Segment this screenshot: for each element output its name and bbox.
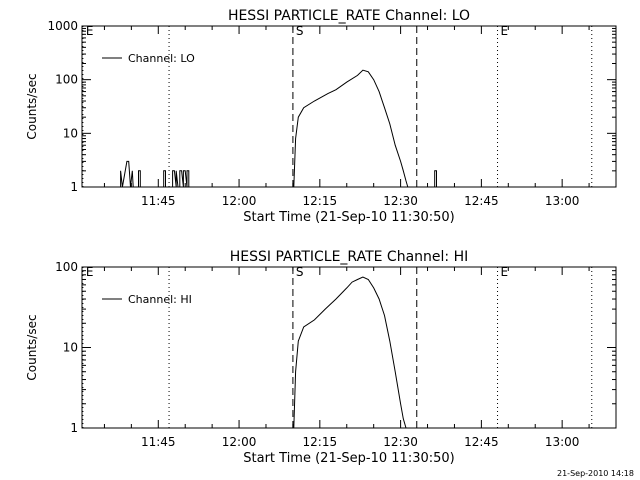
y-axis-label: Counts/sec <box>25 73 39 139</box>
event-marker-label: E <box>86 24 94 38</box>
x-tick-label: 13:00 <box>545 435 580 449</box>
y-tick-label: 100 <box>55 73 78 87</box>
y-tick-label: 10 <box>63 341 78 355</box>
y-tick-label: 10 <box>63 126 78 140</box>
legend-label: Channel: LO <box>128 52 195 65</box>
x-tick-label: 12:15 <box>303 194 338 208</box>
event-marker-label: E <box>501 265 509 279</box>
event-marker-label: E <box>501 24 509 38</box>
y-tick-label: 100 <box>55 260 78 274</box>
y-tick-label: 1 <box>70 180 78 194</box>
x-tick-label: 12:45 <box>464 435 499 449</box>
y-tick-label: 1 <box>70 421 78 435</box>
x-tick-label: 11:45 <box>141 194 176 208</box>
series-line-channel-hi <box>293 276 407 429</box>
event-marker-label: S <box>296 24 304 38</box>
x-tick-label: 13:00 <box>545 194 580 208</box>
x-tick-label: 11:45 <box>141 435 176 449</box>
x-tick-label: 12:15 <box>303 435 338 449</box>
event-marker-label: E <box>86 265 94 279</box>
chart-title: HESSI PARTICLE_RATE Channel: LO <box>228 8 470 24</box>
x-axis-label: Start Time (21-Sep-10 11:30:50) <box>243 210 454 225</box>
x-tick-label: 12:30 <box>383 194 418 208</box>
x-tick-label: 12:45 <box>464 194 499 208</box>
x-tick-label: 12:30 <box>383 435 418 449</box>
timestamp-footer: 21-Sep-2010 14:18 <box>557 469 634 478</box>
y-axis-label: Counts/sec <box>25 314 39 380</box>
event-marker-label: S <box>296 265 304 279</box>
y-tick-label: 1000 <box>47 19 78 33</box>
x-tick-label: 12:00 <box>222 435 257 449</box>
chart-title: HESSI PARTICLE_RATE Channel: HI <box>230 249 468 265</box>
x-tick-label: 12:00 <box>222 194 257 208</box>
x-axis-label: Start Time (21-Sep-10 11:30:50) <box>243 451 454 466</box>
plot-frame <box>81 25 617 188</box>
series-line-channel-lo <box>120 69 437 188</box>
legend-label: Channel: HI <box>128 293 192 306</box>
plot-frame <box>81 266 617 429</box>
